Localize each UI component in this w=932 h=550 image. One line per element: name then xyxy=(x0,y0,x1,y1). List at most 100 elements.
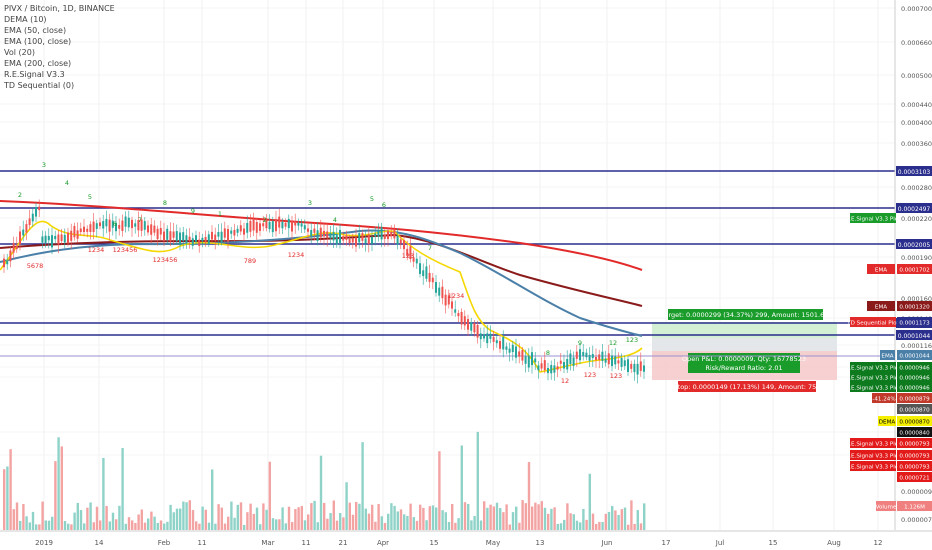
price-badge-label: 0.0000793 xyxy=(899,442,930,448)
candle-body xyxy=(559,360,562,364)
candle-body xyxy=(249,220,252,232)
volume-bar xyxy=(28,522,31,530)
legend-item-dema[interactable]: DEMA (10) xyxy=(4,15,47,24)
td-sequential-label: 123 xyxy=(584,371,596,379)
time-axis-label: 2019 xyxy=(35,539,53,547)
time-axis-label: 12 xyxy=(874,539,883,547)
position-tool[interactable]: Target: 0.0000299 (34.37%) 299, Amount: … xyxy=(652,309,837,392)
time-axis[interactable]: 2019 14 Feb 11 Mar 11 21 Apr 15 May 13 Jun 17 Jul 15 Au… xyxy=(0,530,932,547)
candle-body xyxy=(438,287,441,296)
td-sequential-label: 8 xyxy=(546,349,550,357)
price-badge xyxy=(850,372,896,382)
legend-item-resignal[interactable]: R.E.Signal V3.3 xyxy=(4,70,65,79)
candle-body xyxy=(243,228,245,235)
volume-bar xyxy=(220,507,223,530)
volume-bar xyxy=(566,503,569,530)
volume-bar xyxy=(150,511,153,530)
time-axis-label: 15 xyxy=(430,539,439,547)
candle-body xyxy=(54,235,57,240)
candle-body xyxy=(361,233,364,241)
candle-body xyxy=(553,365,556,373)
volume-bar xyxy=(361,442,364,530)
volume-bar xyxy=(236,504,239,530)
volume-bar xyxy=(348,502,351,530)
price-badge xyxy=(867,264,895,274)
volume-bar xyxy=(172,512,175,530)
time-axis-label: 14 xyxy=(95,539,104,547)
volume-bar xyxy=(486,507,489,530)
legend-item-vol[interactable]: Vol (20) xyxy=(4,48,35,57)
volume-bar xyxy=(137,514,140,530)
volume-bar xyxy=(175,508,179,530)
candle-body xyxy=(585,352,588,358)
candle-body xyxy=(601,351,604,361)
td-sequential-label: 1234 xyxy=(88,246,105,254)
volume-bar xyxy=(489,504,492,530)
volume-bar xyxy=(191,510,195,530)
volume-bar xyxy=(323,502,326,530)
volume-bar xyxy=(198,523,201,530)
volume-bar xyxy=(377,504,380,530)
legend-item-ema100[interactable]: EMA (100, close) xyxy=(4,37,72,46)
price-badge xyxy=(897,350,932,360)
volume-bar xyxy=(195,521,198,530)
horizontal-levels[interactable]: 0.0003103 0.0002497 0.0002005 0.0001173 0.00… xyxy=(0,166,932,357)
candle-body xyxy=(467,319,469,330)
candle-body xyxy=(166,228,169,240)
candle-body xyxy=(246,222,249,233)
candle-body xyxy=(156,228,159,240)
price-badge-label: R.E.Signal V3.3 Plot xyxy=(846,366,902,372)
candle-body xyxy=(412,257,415,262)
candle-body xyxy=(342,236,345,241)
volume-bar xyxy=(396,511,399,530)
candle-body xyxy=(191,238,194,246)
td-sequential-label: 2 xyxy=(18,191,22,199)
candle-body xyxy=(95,223,98,229)
candle-body xyxy=(220,231,223,243)
candle-body xyxy=(588,354,591,361)
volume-bar xyxy=(335,520,339,530)
volume-bar xyxy=(393,505,396,530)
legend-item-ema50[interactable]: EMA (50, close) xyxy=(4,26,67,35)
volume-bar xyxy=(569,513,572,530)
candle-body xyxy=(323,230,325,237)
candle-body xyxy=(79,228,82,233)
candle-body xyxy=(211,231,213,240)
volume-bar xyxy=(390,503,393,530)
price-badge xyxy=(850,450,896,460)
volume-bar xyxy=(403,514,406,530)
candle-body xyxy=(70,230,73,241)
volume-bar xyxy=(639,523,643,530)
volume-bar xyxy=(531,506,534,530)
candle-body xyxy=(457,313,460,317)
candle-body xyxy=(502,337,505,350)
candle-body xyxy=(233,229,236,236)
td-sequential-label: 3 xyxy=(308,199,312,207)
volume-bar xyxy=(399,509,403,530)
symbol-title[interactable]: PIVX / Bitcoin, 1D, BINANCE xyxy=(4,4,115,13)
candle-body xyxy=(60,234,63,242)
legend-item-ema200[interactable]: EMA (200, close) xyxy=(4,59,72,68)
volume-bar xyxy=(345,482,348,530)
price-badge-label: TD Sequential Plot xyxy=(846,321,899,327)
volume-bar xyxy=(131,520,134,530)
price-badge-label: 1.126M xyxy=(904,505,925,511)
volume-bar xyxy=(611,505,614,530)
candle-body xyxy=(115,222,117,232)
price-badge xyxy=(897,427,932,437)
candle-body xyxy=(409,246,412,260)
volume-bar xyxy=(607,511,611,530)
volume-bar xyxy=(287,506,291,530)
price-badge xyxy=(850,438,896,448)
volume-bar xyxy=(22,504,25,530)
candle-body xyxy=(623,360,626,367)
candle-body xyxy=(460,312,463,325)
legend-item-td-sequential[interactable]: TD Sequential (0) xyxy=(4,81,75,90)
price-badge-label: R.E.Signal V3.3 Plot xyxy=(846,465,902,471)
time-axis-label: 13 xyxy=(536,539,545,547)
